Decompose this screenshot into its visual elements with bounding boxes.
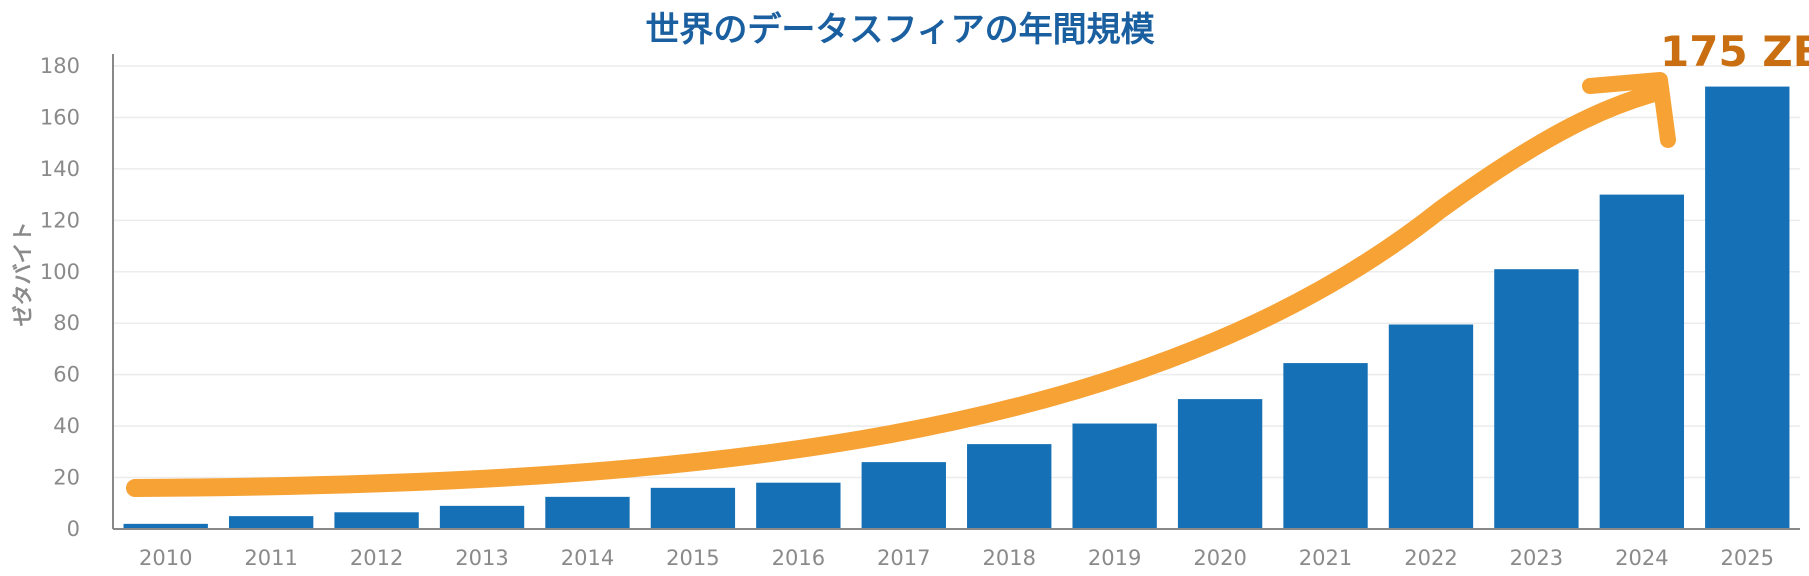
bar-2016 <box>756 482 841 529</box>
y-tick-label: 20 <box>53 466 80 490</box>
bar-2018 <box>967 444 1052 529</box>
x-tick-label: 2010 <box>139 546 192 570</box>
bar-2021 <box>1283 363 1368 529</box>
bar-2024 <box>1599 194 1685 529</box>
bar-2014 <box>545 496 630 529</box>
x-tick-label: 2019 <box>1088 546 1141 570</box>
x-tick-label: 2025 <box>1721 546 1774 570</box>
y-tick-label: 100 <box>40 260 80 284</box>
y-tick-label: 0 <box>67 517 80 541</box>
bar-2010 <box>123 523 208 529</box>
x-tick-label: 2023 <box>1510 546 1563 570</box>
y-tick-labels: 0 20 40 60 80 100 120 140 160 180 <box>40 54 80 541</box>
growth-arrow <box>126 83 1667 497</box>
bar-2023 <box>1494 269 1579 529</box>
bar-2022 <box>1388 324 1474 529</box>
y-tick-label: 120 <box>40 208 80 232</box>
x-tick-label: 2014 <box>561 546 614 570</box>
y-tick-label: 180 <box>40 54 80 78</box>
y-tick-label: 140 <box>40 157 80 181</box>
y-tick-label: 80 <box>53 311 80 335</box>
x-tick-label: 2022 <box>1404 546 1457 570</box>
x-tick-label: 2011 <box>244 546 297 570</box>
x-tick-label: 2018 <box>982 546 1035 570</box>
chart-title: 世界のデータスフィアの年間規模 <box>645 10 1154 50</box>
y-tick-label: 40 <box>53 414 80 438</box>
growth-arrowhead <box>1582 72 1676 148</box>
x-tick-label: 2016 <box>772 546 825 570</box>
x-tick-label: 2013 <box>455 546 508 570</box>
y-tick-label: 60 <box>53 363 80 387</box>
bar-2017 <box>861 462 946 529</box>
bar-2013 <box>439 505 525 529</box>
bar-2025 <box>1705 86 1790 530</box>
bars <box>123 86 1790 530</box>
x-tick-labels: 2010 2011 2012 2013 2014 2015 2016 2017 2018 2019… <box>139 546 1774 570</box>
y-axis-label: ゼタバイト <box>11 222 35 327</box>
bar-2012 <box>334 512 419 529</box>
bar-2020 <box>1177 399 1263 529</box>
bar-2015 <box>650 487 736 529</box>
x-tick-label: 2020 <box>1193 546 1246 570</box>
x-tick-label: 2012 <box>350 546 403 570</box>
y-tick-label: 160 <box>40 105 80 129</box>
x-tick-label: 2024 <box>1615 546 1668 570</box>
bar-2011 <box>228 516 314 529</box>
x-tick-label: 2015 <box>666 546 719 570</box>
grid-lines <box>113 65 1800 479</box>
total-annotation: 175 ZB <box>1660 27 1809 76</box>
bar-2019 <box>1072 423 1157 529</box>
x-tick-label: 2017 <box>877 546 930 570</box>
x-tick-label: 2021 <box>1299 546 1352 570</box>
